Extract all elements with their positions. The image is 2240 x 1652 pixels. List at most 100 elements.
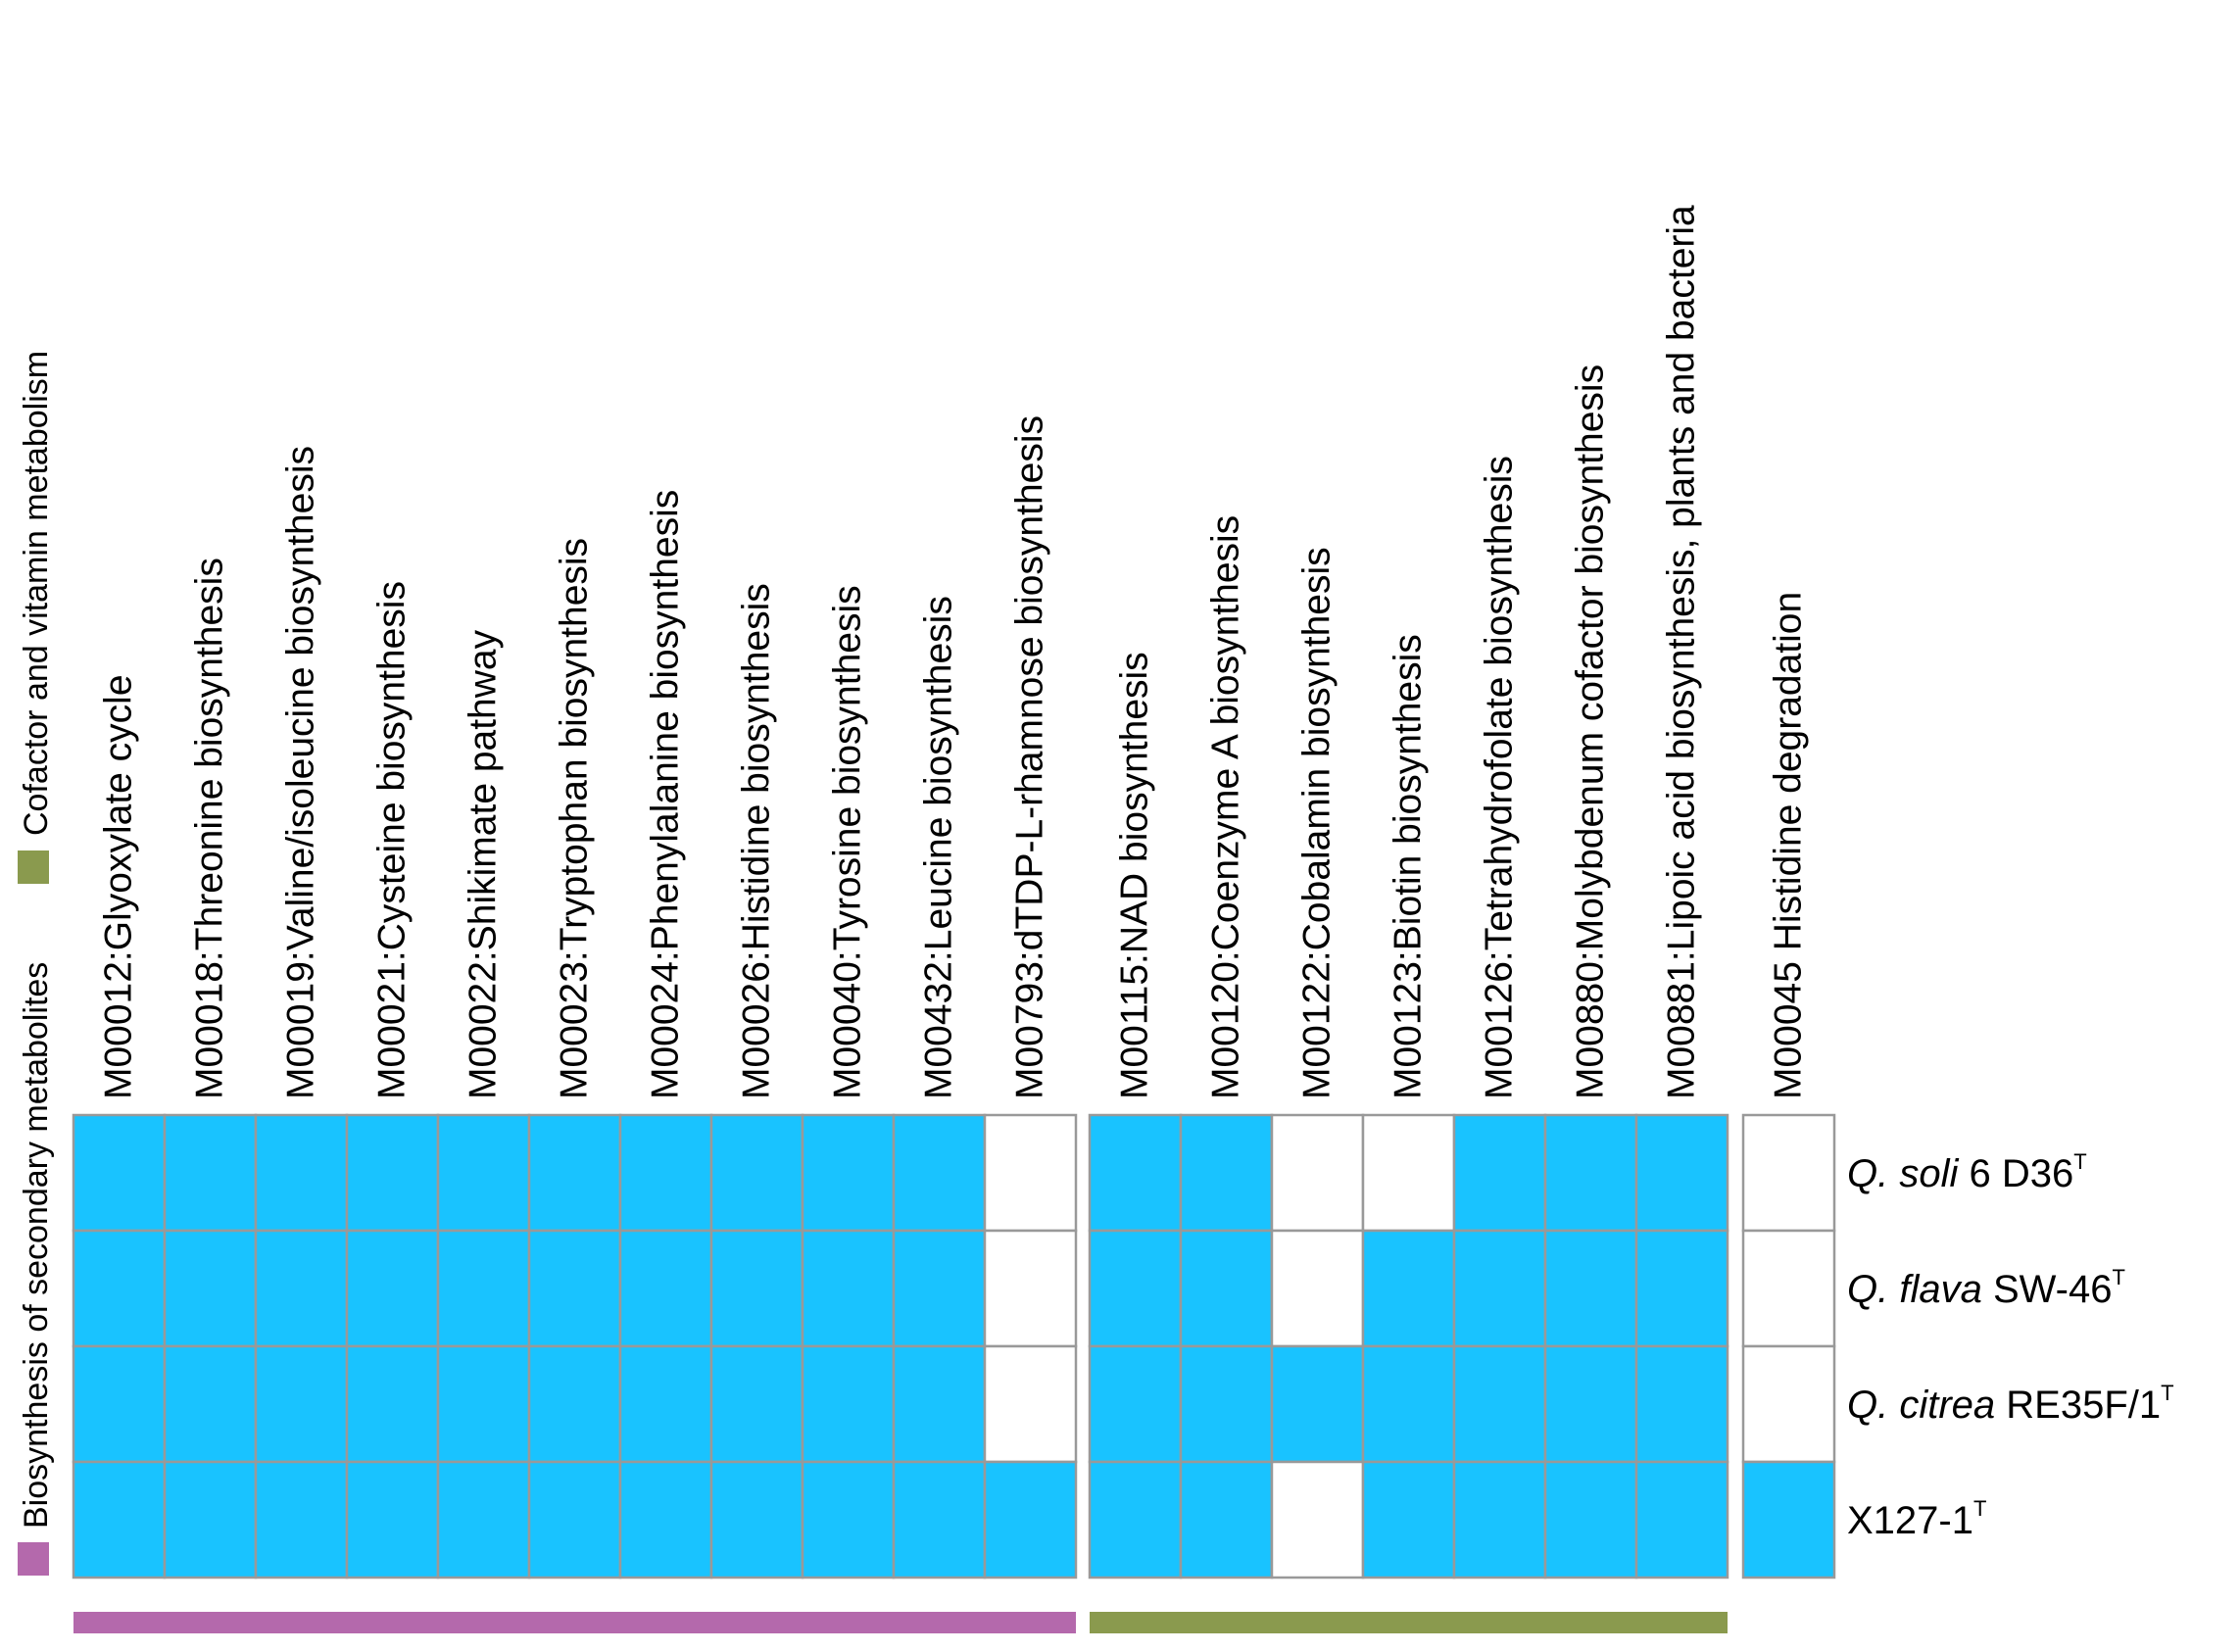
- cell-present: [1543, 1113, 1638, 1233]
- column-label: M00040:Tyrosine biosynthesis: [827, 585, 869, 1099]
- column-label: M00126:Tetrahydrofolate biosynthesis: [1479, 456, 1521, 1099]
- cell-absent: [1741, 1229, 1836, 1348]
- group-bar: [73, 1612, 1076, 1633]
- cell-present: [1452, 1344, 1547, 1464]
- row-label: Q. citrea RE35F/1T: [1847, 1381, 2174, 1427]
- column-label: M00793:dTDP-L-rhamnose biosynthesis: [1009, 415, 1051, 1099]
- cell-present: [254, 1113, 349, 1233]
- cell-present: [1634, 1460, 1729, 1579]
- cell-present: [163, 1460, 258, 1579]
- column-label: M00019:Valine/isoleucine biosynthesis: [280, 446, 322, 1099]
- cell-present: [1543, 1229, 1638, 1348]
- cell-present: [72, 1460, 167, 1579]
- cell-present: [436, 1113, 531, 1233]
- group-bar: [1090, 1612, 1728, 1633]
- cell-present: [1270, 1344, 1365, 1464]
- row-label: X127-1T: [1847, 1496, 1986, 1542]
- heatmap-group: [1741, 1113, 1836, 1579]
- cell-present: [1361, 1344, 1456, 1464]
- cell-present: [72, 1113, 167, 1233]
- cell-present: [436, 1460, 531, 1579]
- cell-present: [709, 1113, 804, 1233]
- cell-present: [1452, 1113, 1547, 1233]
- column-label: M00880:Molybdenum cofactor biosynthesis: [1570, 364, 1612, 1099]
- cell-present: [254, 1344, 349, 1464]
- column-label: M00432:Leucine biosynthesis: [918, 596, 960, 1099]
- cell-absent: [1270, 1113, 1365, 1233]
- cell-absent: [1270, 1229, 1365, 1348]
- cell-present: [527, 1344, 622, 1464]
- cell-absent: [1270, 1460, 1365, 1579]
- cell-present: [801, 1229, 896, 1348]
- cell-present: [254, 1460, 349, 1579]
- cell-present: [1179, 1344, 1274, 1464]
- column-label: M00123:Biotin biosynthesis: [1388, 634, 1430, 1099]
- cell-present: [163, 1229, 258, 1348]
- column-label: M00120:Coenzyme A biosynthesis: [1205, 515, 1247, 1099]
- column-label: M00881:Lipoic acid biosynthesis, plants …: [1661, 205, 1703, 1099]
- cell-present: [1634, 1229, 1729, 1348]
- cell-present: [801, 1113, 896, 1233]
- cell-present: [345, 1460, 440, 1579]
- cell-present: [1088, 1229, 1183, 1348]
- cell-present: [1634, 1113, 1729, 1233]
- legend-swatch: [18, 850, 49, 884]
- legend-label: Biosynthesis of secondary metabolites: [18, 962, 55, 1529]
- heatmap-group: [72, 1113, 1078, 1579]
- legend: Biosynthesis of secondary metabolites Cof…: [18, 351, 55, 1576]
- row-label: Q. soli 6 D36T: [1847, 1149, 2087, 1195]
- legend-swatch: [18, 1542, 49, 1576]
- cell-present: [709, 1229, 804, 1348]
- cell-present: [1179, 1229, 1274, 1348]
- cell-present: [1452, 1229, 1547, 1348]
- cell-present: [72, 1229, 167, 1348]
- cell-present: [618, 1344, 713, 1464]
- cell-present: [1452, 1460, 1547, 1579]
- cell-present: [345, 1229, 440, 1348]
- cell-present: [618, 1460, 713, 1579]
- cell-present: [892, 1460, 987, 1579]
- cell-present: [1543, 1344, 1638, 1464]
- column-label: M00021:Cysteine biosynthesis: [371, 581, 414, 1099]
- cell-present: [1361, 1460, 1456, 1579]
- row-label: Q. flava SW-46T: [1847, 1265, 2125, 1311]
- cell-present: [527, 1460, 622, 1579]
- column-label: M00026:Histidine biosynthesis: [736, 583, 778, 1099]
- cell-present: [1741, 1460, 1836, 1579]
- cell-present: [436, 1229, 531, 1348]
- cell-present: [163, 1113, 258, 1233]
- cell-present: [1543, 1460, 1638, 1579]
- cell-present: [892, 1229, 987, 1348]
- column-label: M00022:Shikimate pathway: [463, 629, 505, 1099]
- cell-absent: [983, 1344, 1078, 1464]
- cell-present: [72, 1344, 167, 1464]
- column-label: M00012:Glyoxylate cycle: [98, 674, 140, 1099]
- heatmap-group: [1088, 1113, 1729, 1579]
- cell-absent: [1741, 1113, 1836, 1233]
- cell-present: [709, 1460, 804, 1579]
- cell-present: [1088, 1113, 1183, 1233]
- cell-present: [345, 1344, 440, 1464]
- cell-present: [801, 1460, 896, 1579]
- cell-present: [892, 1113, 987, 1233]
- column-label: M00122:Cobalamin biosynthesis: [1296, 547, 1339, 1099]
- cell-present: [618, 1113, 713, 1233]
- column-label: M00024:Phenylalanine biosynthesis: [645, 490, 687, 1099]
- cell-absent: [1361, 1113, 1456, 1233]
- cell-present: [892, 1344, 987, 1464]
- cell-present: [618, 1229, 713, 1348]
- cell-present: [1361, 1229, 1456, 1348]
- cell-absent: [983, 1229, 1078, 1348]
- cell-present: [1634, 1344, 1729, 1464]
- cell-present: [163, 1344, 258, 1464]
- cell-present: [1179, 1460, 1274, 1579]
- legend-label: Cofactor and vitamin metabolism: [18, 351, 55, 836]
- cell-present: [801, 1344, 896, 1464]
- cell-present: [709, 1344, 804, 1464]
- cell-present: [254, 1229, 349, 1348]
- cell-present: [1179, 1113, 1274, 1233]
- cell-present: [527, 1113, 622, 1233]
- cell-absent: [1741, 1344, 1836, 1464]
- cell-present: [345, 1113, 440, 1233]
